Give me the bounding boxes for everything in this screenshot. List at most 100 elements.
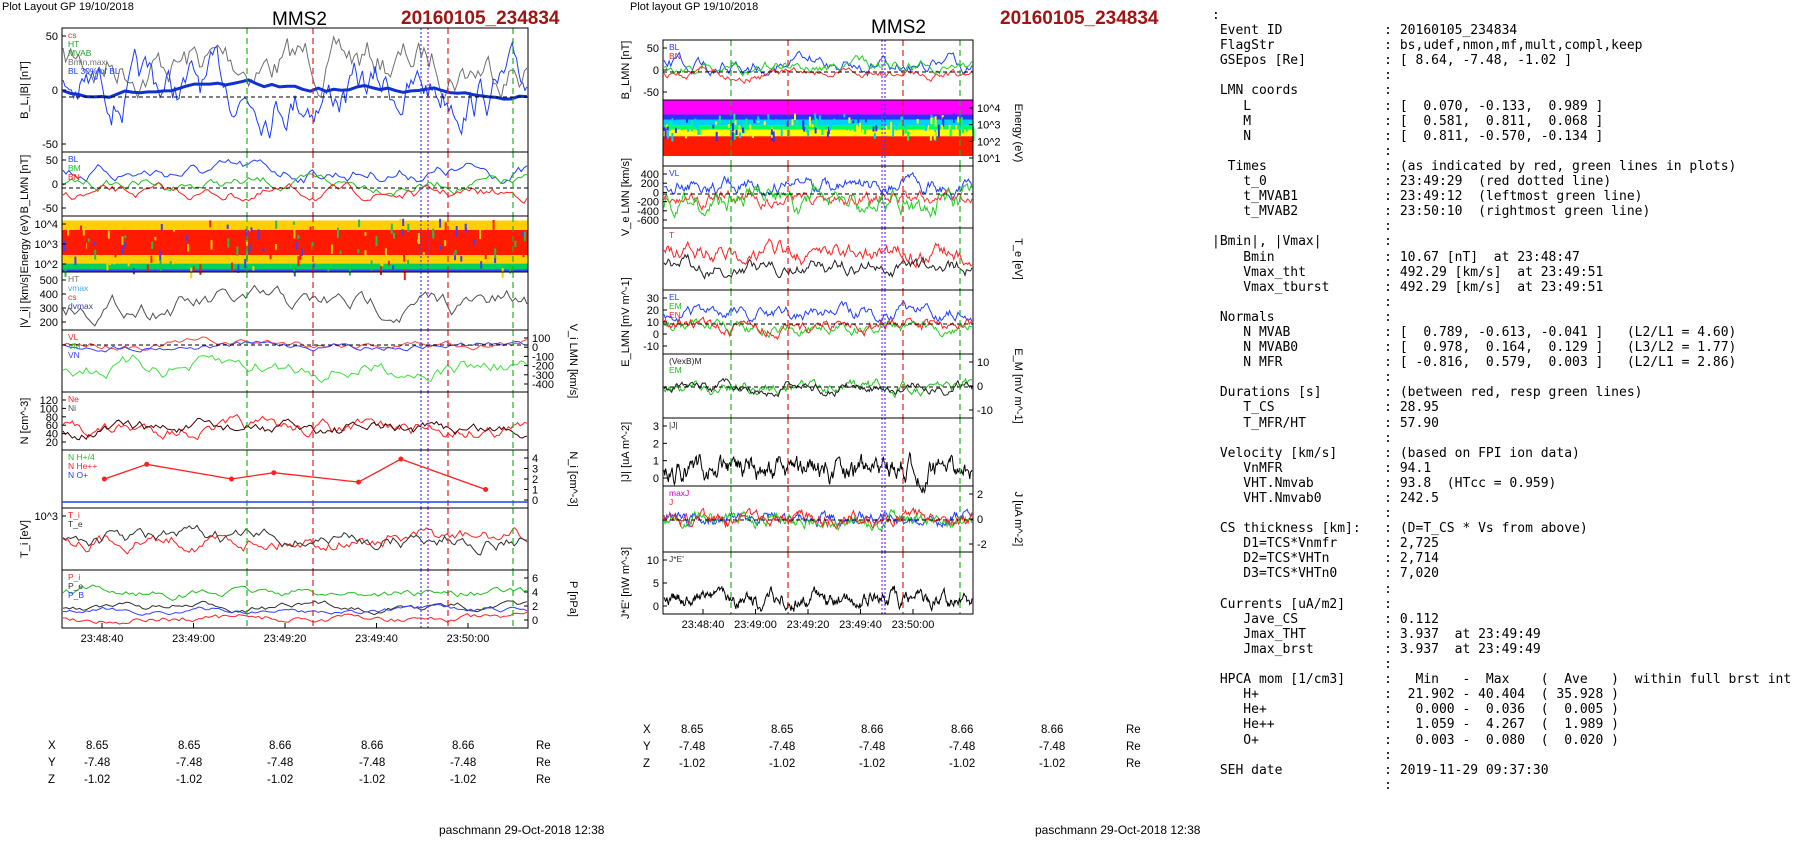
left-heat-speck: [121, 236, 124, 245]
mid-heat-speck: [934, 116, 937, 127]
mid-xtick-label: 23:49:20: [787, 619, 830, 631]
mid-heat-speck: [864, 117, 867, 123]
left-series-line: [62, 34, 528, 101]
left-heat-speck: [444, 240, 447, 247]
mid-event-title: 20160105_234834: [1000, 8, 1159, 29]
mid-ytick-label: 30: [647, 293, 659, 305]
mid-panel-6: 10 0 -10 E_M [mV m^-1] (VexB)MEM: [662, 348, 1024, 424]
left-heat-speck: [514, 240, 517, 247]
left-legend-entry: VM: [68, 341, 81, 351]
mid-panel-2: 10^4 10^3 10^2 10^1 Energy (eV): [662, 99, 1024, 167]
left-heat-speck: [432, 232, 435, 239]
left-legend-entry: vmax: [68, 283, 89, 293]
mid-heat-speck: [807, 130, 810, 137]
left-heat-speck: [381, 260, 384, 267]
left-pos-x-2: 8.66: [269, 740, 292, 752]
left-heat-speck: [158, 247, 161, 255]
left-heat-speck: [74, 256, 77, 265]
mid-heat-speck: [780, 126, 783, 136]
left-heat-speck: [169, 261, 172, 268]
mid-heat-speck: [796, 120, 799, 126]
left-heat-speck: [252, 266, 255, 271]
left-heat-speck: [455, 226, 458, 237]
mid-heat-speck: [803, 127, 806, 132]
mid-series-line: [663, 377, 973, 398]
left-heat-band: [62, 216, 528, 221]
left-ytick-label: 400: [40, 289, 58, 301]
mid-legend-entry: EM: [669, 365, 682, 375]
left-ylabel: |V_i| [km/s]: [19, 274, 31, 328]
mid-heat-speck: [916, 119, 919, 124]
mid-heat-speck: [852, 120, 855, 124]
left-heat-speck: [257, 229, 260, 241]
mid-heat-speck: [929, 132, 932, 141]
mid-series-line: [663, 377, 972, 399]
left-heat-speck: [412, 243, 414, 254]
mid-series-line: [663, 585, 973, 613]
left-heat-speck: [494, 248, 497, 259]
mid-xtick-label: 23:48:40: [682, 619, 725, 631]
mid-legend-entry: EM: [669, 301, 682, 311]
left-ytick-label: 120: [40, 395, 58, 407]
mid-ytick-label: -400: [637, 206, 659, 218]
left-pos-x-1: 8.65: [178, 740, 201, 752]
left-panel-frame: [61, 391, 529, 451]
mid-panel-frame: [662, 289, 974, 355]
left-panel-frame: [61, 569, 529, 629]
left-ytick-label: 100: [40, 403, 58, 415]
mid-xtick-label: 23:49:40: [839, 619, 882, 631]
left-heat-speck: [399, 218, 402, 225]
mid-heat-speck: [818, 115, 821, 122]
left-heat-speck: [311, 242, 314, 250]
left-plot-header: Plot Layout GP 19/10/2018: [2, 1, 134, 13]
mid-heat-speck: [962, 125, 964, 133]
left-legend-entry: BL: [68, 154, 79, 164]
mid-heat-speck: [933, 131, 936, 140]
mid-series-line: [663, 508, 973, 529]
left-heat-speck: [293, 265, 296, 274]
mid-ylabel: V_e LMN [km/s]: [620, 158, 632, 236]
left-xtick-label: 23:50:00: [447, 633, 490, 645]
mid-heat-speck: [666, 129, 669, 139]
left-legend-entry: Bmin,max: [68, 57, 107, 67]
left-heat-speck: [384, 248, 387, 259]
left-heat-speck: [402, 218, 405, 226]
mid-heat-speck: [873, 132, 876, 139]
left-heat-speck: [209, 220, 212, 228]
mid-heat-speck: [673, 116, 676, 121]
left-heat-speck: [146, 264, 149, 272]
mid-heat-speck: [932, 117, 935, 127]
mid-heat-speck: [666, 126, 669, 130]
left-legend-entry: cs: [68, 292, 77, 302]
mid-heat-speck: [811, 124, 814, 128]
mid-heat-speck: [952, 113, 955, 123]
mid-heat-speck: [957, 116, 960, 123]
mid-plot-header: Plot layout GP 19/10/2018: [630, 1, 759, 13]
left-heat-speck: [123, 241, 126, 248]
left-heat-speck: [186, 235, 189, 241]
mid-heat-speck: [872, 126, 875, 132]
left-heat-speck: [509, 264, 512, 274]
mid-series-line: [664, 317, 973, 339]
left-ytick-label: 0: [52, 179, 58, 191]
left-pos-z-2: -1.02: [267, 774, 294, 786]
left-series-line: [62, 526, 528, 555]
mid-heat-speck: [855, 124, 858, 131]
left-ytick-label: 4: [532, 453, 538, 465]
left-heat-speck: [107, 230, 110, 239]
left-ytick-label: 0: [532, 342, 538, 354]
mid-heat-speck: [941, 115, 944, 120]
left-heat-speck: [84, 242, 87, 249]
left-legend-entry: N O+: [68, 470, 88, 480]
left-heat-speck: [114, 249, 117, 258]
mid-heat-speck: [969, 121, 972, 130]
left-heat-speck: [299, 251, 302, 260]
left-heat-speck: [364, 232, 367, 236]
mid-series-line: [663, 316, 973, 341]
left-legend-entry: T_e: [68, 519, 83, 529]
mid-heat-band: [663, 119, 973, 126]
left-ytick-label: 3: [532, 464, 538, 476]
left-legend-entry: VL: [68, 332, 79, 342]
